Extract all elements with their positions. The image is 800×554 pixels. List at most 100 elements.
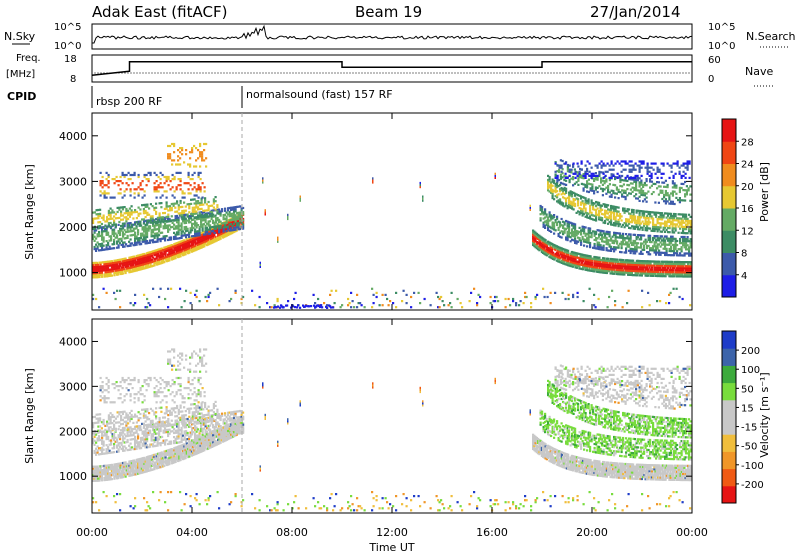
scatter-cell	[650, 241, 653, 244]
scatter-cell	[664, 200, 667, 203]
scatter-cell	[162, 255, 165, 258]
scatter-cell	[619, 258, 622, 261]
scatter-cell	[194, 234, 197, 237]
scatter-cell	[610, 245, 613, 248]
scatter-cell	[608, 164, 611, 167]
scatter-cell	[617, 206, 620, 209]
scatter-cell	[139, 220, 142, 223]
scatter-cell	[670, 245, 673, 248]
scatter-cell	[204, 242, 207, 245]
scatter-cell	[631, 178, 634, 181]
scatter-cell	[633, 180, 636, 183]
scatter-cell	[110, 235, 113, 238]
scatter-cell	[124, 271, 127, 275]
scatter-cell	[240, 222, 243, 225]
scatter-cell	[680, 217, 683, 220]
scatter-cell	[673, 182, 676, 185]
scatter-cell	[550, 253, 553, 256]
scatter-cell	[192, 237, 195, 240]
scatter-cell	[96, 233, 99, 236]
scatter-cell	[219, 223, 222, 226]
scatter-cell	[623, 273, 626, 276]
scatter-cell	[556, 183, 559, 187]
scatter-cell	[169, 205, 172, 208]
scatter-cell	[593, 242, 596, 246]
scatter-cell	[113, 232, 116, 235]
scatter-cell	[667, 212, 670, 215]
scatter-cell	[137, 212, 140, 215]
scatter-cell	[603, 180, 606, 183]
scatter-cell	[161, 237, 164, 240]
scatter-cell	[676, 162, 679, 165]
scatter-cell	[688, 252, 691, 255]
scatter-cell	[662, 251, 665, 254]
scatter-cell	[643, 212, 646, 215]
scatter-cell	[134, 227, 137, 230]
scatter-cell	[623, 271, 626, 274]
nsky-panel: N.Sky 10^5 10^0 10^5 10^0 N.Search	[4, 22, 796, 52]
scatter-cell	[668, 262, 671, 265]
scatter-cell	[111, 196, 114, 199]
scatter-cell	[554, 221, 557, 224]
scatter-cell	[602, 263, 605, 266]
scatter-cell	[658, 222, 661, 225]
scatter-cell	[622, 209, 625, 212]
scatter-cell	[634, 265, 637, 269]
scatter-cell	[683, 252, 686, 255]
scatter-cell	[495, 295, 498, 299]
scatter-cell	[102, 248, 105, 251]
scatter-cell	[652, 270, 655, 273]
scatter-cell	[599, 244, 602, 247]
scatter-cell	[192, 241, 195, 244]
scatter-cell	[207, 200, 210, 204]
scatter-cell	[568, 181, 571, 184]
scatter-cell	[616, 240, 619, 243]
scatter-cell	[562, 202, 565, 205]
scatter-cell	[655, 266, 658, 269]
scatter-cell	[127, 265, 130, 268]
scatter-cell	[674, 269, 677, 272]
scatter-cell	[587, 258, 590, 262]
scatter-cell	[114, 232, 117, 235]
scatter-cell	[602, 259, 605, 262]
scatter-cell	[679, 252, 682, 255]
scatter-cell	[203, 217, 206, 220]
scatter-cell	[598, 262, 601, 265]
scatter-cell	[683, 273, 686, 276]
scatter-cell	[607, 191, 610, 194]
scatter-cell	[152, 252, 155, 255]
scatter-cell	[638, 209, 641, 213]
scatter-cell	[144, 242, 147, 245]
scatter-cell	[154, 261, 157, 264]
scatter-cell	[185, 153, 188, 156]
scatter-cell	[582, 264, 585, 267]
scatter-cell	[139, 260, 142, 263]
scatter-cell	[233, 206, 236, 209]
scatter-cell	[567, 293, 570, 296]
scatter-cell	[598, 170, 601, 173]
scatter-cell	[198, 245, 201, 248]
scatter-cell	[604, 259, 607, 262]
scatter-cell	[187, 175, 190, 179]
scatter-cell	[210, 235, 213, 238]
scatter-cell	[620, 236, 623, 239]
scatter-cell	[621, 189, 624, 192]
scatter-cell	[147, 251, 150, 254]
scatter-cell	[553, 248, 556, 251]
scatter-cell	[565, 187, 568, 190]
scatter-cell	[599, 229, 602, 232]
scatter-cell	[620, 170, 623, 173]
scatter-cell	[187, 243, 190, 247]
scatter-cell	[132, 257, 135, 261]
scatter-cell	[109, 226, 112, 229]
scatter-cell	[619, 236, 622, 239]
scatter-cell	[604, 261, 607, 264]
scatter-cell	[142, 265, 145, 268]
scatter-cell	[192, 248, 195, 251]
scatter-cell	[190, 238, 193, 241]
scatter-cell	[129, 230, 132, 233]
scatter-cell	[120, 272, 123, 275]
scatter-cell	[231, 214, 234, 217]
scatter-cell	[599, 248, 602, 251]
scatter-cell	[152, 256, 155, 259]
